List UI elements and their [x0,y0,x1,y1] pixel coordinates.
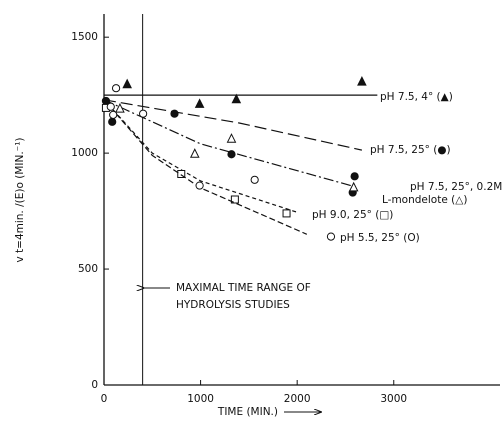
point [106,102,115,111]
x-tick-label: 0 [101,393,108,405]
y-tick-label: 1500 [71,31,98,43]
x-tick-label: 1000 [187,393,214,405]
series-label: pH 7.5, 4° (▲) [380,91,453,103]
fit-line [103,99,363,151]
fit-line [103,99,308,235]
point [108,117,117,126]
point [230,195,239,204]
point [348,181,359,192]
y-axis-label: v t=4min. /(E)o (MIN.⁻¹) [14,137,26,262]
point [111,84,121,93]
point [231,93,242,104]
annotation: HYDROLYSIS STUDIES [176,299,290,311]
point [195,181,204,190]
point [282,209,291,218]
point [357,76,367,86]
point [122,78,132,89]
series-label: pH 9.0, 25° (□) [312,209,393,221]
point [177,169,186,178]
series-label: L-mondelote (△) [382,194,467,206]
y-tick-label: 0 [91,379,98,391]
x-tick-label: 2000 [284,393,311,405]
y-tick-label: 1000 [71,147,98,159]
point [326,232,336,241]
y-tick-label: 500 [78,263,98,275]
point [250,175,259,184]
annotation: MAXIMAL TIME RANGE OF [176,282,311,294]
point [189,148,200,158]
x-axis-label: TIME (MIN.) [217,406,278,418]
point [109,110,118,119]
series-label: pH 5.5, 25° (O) [340,232,420,244]
point [350,172,359,181]
fit-line [103,99,298,213]
series-label: pH 7.5, 25°, 0.2M [410,181,502,193]
point [115,102,125,113]
x-tick-label: 3000 [380,393,407,405]
point [226,133,237,143]
point [194,98,205,108]
point [170,109,179,118]
series-label: pH 7.5, 25° (●) [370,144,451,156]
point [139,109,148,118]
